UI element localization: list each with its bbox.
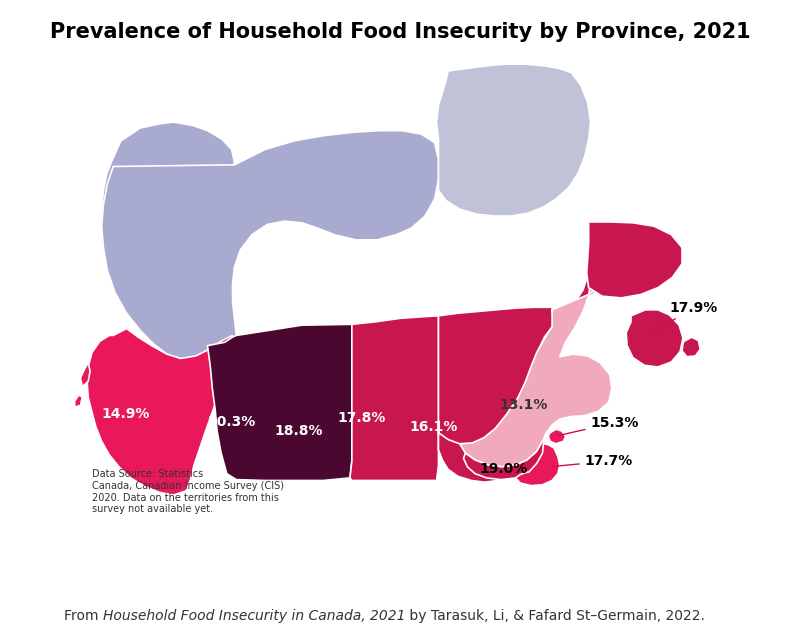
Polygon shape [207, 324, 352, 481]
Polygon shape [460, 222, 619, 467]
Polygon shape [438, 222, 619, 482]
Text: 16.1%: 16.1% [410, 420, 458, 434]
Polygon shape [548, 429, 566, 444]
Polygon shape [682, 337, 700, 357]
Text: 18.8%: 18.8% [274, 424, 323, 438]
Text: 17.8%: 17.8% [338, 411, 386, 425]
Text: Data Source: Statistics
Canada, Canadian Income Survey (CIS)
2020. Data on the t: Data Source: Statistics Canada, Canadian… [92, 469, 284, 514]
Text: Household Food Insecurity in Canada, 2021: Household Food Insecurity in Canada, 202… [103, 609, 406, 623]
Text: 15.3%: 15.3% [558, 416, 639, 435]
Polygon shape [102, 122, 234, 345]
Polygon shape [515, 444, 560, 486]
Text: 20.3%: 20.3% [207, 415, 256, 429]
Text: From: From [64, 609, 103, 623]
Text: 17.7%: 17.7% [552, 454, 633, 468]
Polygon shape [102, 131, 438, 360]
Polygon shape [350, 316, 438, 481]
Polygon shape [437, 64, 590, 216]
Text: 14.9%: 14.9% [102, 407, 150, 421]
Polygon shape [463, 441, 546, 479]
Text: Prevalence of Household Food Insecurity by Province, 2021: Prevalence of Household Food Insecurity … [50, 22, 750, 42]
Text: 19.0%: 19.0% [480, 462, 528, 476]
Text: 17.9%: 17.9% [648, 301, 718, 336]
Polygon shape [87, 329, 233, 495]
Polygon shape [626, 310, 683, 367]
Polygon shape [586, 222, 682, 298]
Polygon shape [438, 307, 554, 482]
Polygon shape [74, 395, 82, 407]
Text: 13.1%: 13.1% [499, 399, 547, 412]
Text: by Tarasuk, Li, & Fafard St–Germain, 2022.: by Tarasuk, Li, & Fafard St–Germain, 202… [406, 609, 706, 623]
Polygon shape [81, 363, 90, 387]
